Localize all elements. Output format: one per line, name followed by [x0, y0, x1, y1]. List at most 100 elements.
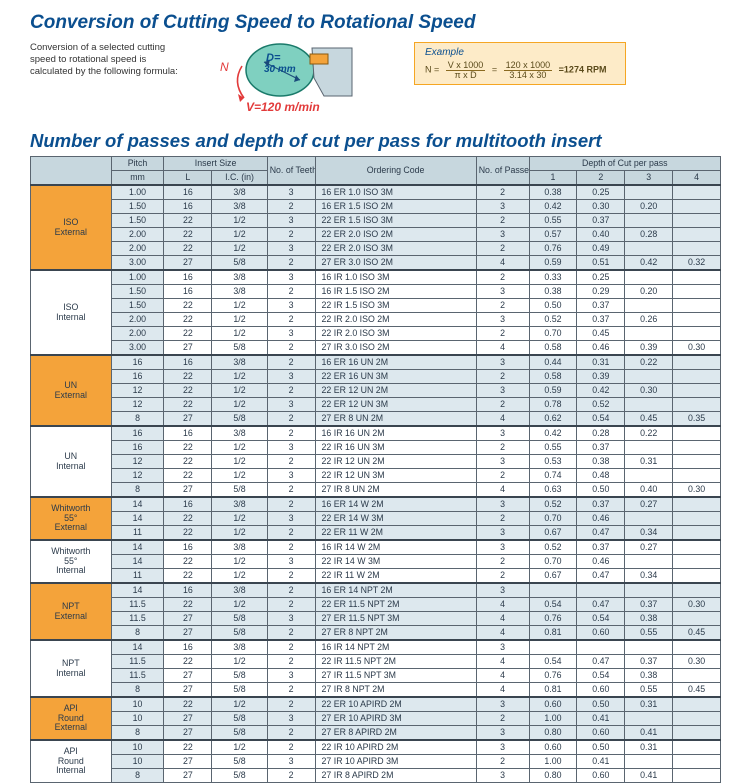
- depth-cell: 0.46: [577, 341, 625, 356]
- ordering-code-cell: 27 ER 3.0 ISO 2M: [315, 256, 476, 271]
- depth-cell: 0.37: [577, 497, 625, 512]
- depth-cell: 0.74: [529, 469, 577, 483]
- depth-cell: [625, 327, 673, 341]
- depth-cell: [625, 469, 673, 483]
- label-D: D=: [266, 52, 280, 64]
- data-cell: 2: [267, 769, 315, 783]
- data-cell: 2: [267, 285, 315, 299]
- depth-cell: [673, 583, 721, 598]
- ordering-code-cell: 22 IR 16 UN 3M: [315, 441, 476, 455]
- depth-cell: 0.76: [529, 612, 577, 626]
- data-cell: 3.00: [111, 256, 164, 271]
- data-cell: 3: [267, 242, 315, 256]
- depth-cell: [673, 712, 721, 726]
- depth-cell: 0.20: [625, 285, 673, 299]
- data-cell: 27: [164, 712, 212, 726]
- depth-cell: 0.42: [529, 426, 577, 441]
- ex-f1b: π x D: [452, 70, 478, 80]
- data-cell: 8: [111, 483, 164, 498]
- depth-cell: [625, 555, 673, 569]
- depth-cell: [673, 200, 721, 214]
- depth-cell: [625, 512, 673, 526]
- depth-cell: 0.70: [529, 555, 577, 569]
- depth-cell: [625, 214, 673, 228]
- th-d2: 2: [577, 171, 625, 186]
- depth-cell: 0.60: [577, 626, 625, 641]
- th-pitch: Pitch: [111, 157, 164, 171]
- depth-cell: [673, 426, 721, 441]
- passes-cell: 2: [476, 512, 529, 526]
- data-cell: 10: [111, 712, 164, 726]
- data-cell: 22: [164, 555, 212, 569]
- data-cell: 16: [111, 370, 164, 384]
- ordering-code-cell: 27 IR 8 UN 2M: [315, 483, 476, 498]
- data-cell: 22: [164, 526, 212, 541]
- data-cell: 12: [111, 384, 164, 398]
- depth-cell: [577, 583, 625, 598]
- ordering-code-cell: 22 ER 14 W 3M: [315, 512, 476, 526]
- depth-cell: 0.32: [673, 256, 721, 271]
- data-cell: 22: [164, 398, 212, 412]
- category-cell: APIRoundInternal: [31, 740, 112, 783]
- depth-cell: [625, 299, 673, 313]
- depth-cell: 0.25: [577, 270, 625, 285]
- passes-cell: 2: [476, 242, 529, 256]
- depth-cell: [625, 398, 673, 412]
- data-cell: 3/8: [212, 200, 267, 214]
- depth-cell: 0.60: [529, 697, 577, 712]
- data-cell: 1.50: [111, 200, 164, 214]
- data-cell: 1/2: [212, 569, 267, 584]
- depth-cell: 0.27: [625, 497, 673, 512]
- ordering-code-cell: 16 ER 14 NPT 2M: [315, 583, 476, 598]
- depth-cell: 0.42: [625, 256, 673, 271]
- data-cell: 1/2: [212, 740, 267, 755]
- passes-cell: 4: [476, 669, 529, 683]
- passes-cell: 3: [476, 769, 529, 783]
- depth-cell: [673, 697, 721, 712]
- depth-cell: 0.60: [529, 740, 577, 755]
- depth-cell: 0.45: [577, 327, 625, 341]
- data-cell: 3/8: [212, 270, 267, 285]
- passes-cell: 3: [476, 526, 529, 541]
- depth-cell: [673, 512, 721, 526]
- data-cell: 22: [164, 214, 212, 228]
- passes-cell: 2: [476, 370, 529, 384]
- depth-cell: 0.60: [577, 683, 625, 698]
- data-cell: 2.00: [111, 242, 164, 256]
- depth-cell: 0.28: [625, 228, 673, 242]
- data-cell: 5/8: [212, 769, 267, 783]
- ordering-code-cell: 22 IR 14 W 3M: [315, 555, 476, 569]
- category-cell: UNInternal: [31, 426, 112, 497]
- data-cell: 22: [164, 598, 212, 612]
- passes-cell: 2: [476, 185, 529, 200]
- depth-cell: 0.60: [577, 769, 625, 783]
- data-cell: 5/8: [212, 683, 267, 698]
- data-cell: 8: [111, 726, 164, 741]
- data-cell: 8: [111, 626, 164, 641]
- data-cell: 22: [164, 655, 212, 669]
- data-cell: 1.50: [111, 299, 164, 313]
- data-cell: 2: [267, 726, 315, 741]
- data-cell: 1.00: [111, 270, 164, 285]
- category-cell: APIRoundExternal: [31, 697, 112, 740]
- data-cell: 3/8: [212, 285, 267, 299]
- data-cell: 1.50: [111, 214, 164, 228]
- depth-cell: [673, 270, 721, 285]
- data-cell: 2: [267, 497, 315, 512]
- depth-cell: [625, 712, 673, 726]
- passes-cell: 2: [476, 441, 529, 455]
- ordering-code-cell: 22 IR 11 W 2M: [315, 569, 476, 584]
- data-cell: 22: [164, 370, 212, 384]
- depth-cell: [673, 555, 721, 569]
- data-cell: 22: [164, 441, 212, 455]
- depth-cell: [673, 384, 721, 398]
- category-cell: UNExternal: [31, 355, 112, 426]
- ex-lhs: N =: [425, 64, 439, 74]
- formula-block: Conversion of a selected cutting speed t…: [30, 42, 721, 128]
- data-cell: 16: [164, 270, 212, 285]
- ordering-code-cell: 22 IR 12 UN 3M: [315, 469, 476, 483]
- data-cell: 3.00: [111, 341, 164, 356]
- data-cell: 2: [267, 626, 315, 641]
- data-cell: 27: [164, 483, 212, 498]
- depth-cell: [673, 398, 721, 412]
